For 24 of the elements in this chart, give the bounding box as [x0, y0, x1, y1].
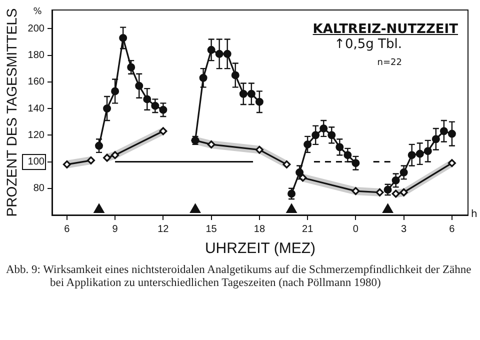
text: h [471, 209, 478, 220]
y-tick-label: 80 [33, 183, 45, 194]
y-axis-title: PROZENT DES TAGESMITTELS [3, 8, 20, 217]
annotation: ↑0,5g Tbl. [333, 37, 402, 52]
annotation: n=22 [376, 58, 402, 68]
x-tick-label: 9 [112, 224, 118, 235]
y-tick-label: 160 [28, 76, 45, 88]
x-tick-label: 6 [64, 224, 70, 235]
x-tick-label: 6 [449, 224, 456, 235]
x-tick-label: 21 [302, 224, 314, 235]
y-tick-label: 140 [28, 103, 45, 114]
y-tick-label: 100 [28, 156, 45, 168]
y-tick-label: 120 [28, 130, 45, 141]
y-tick-label: 180 [28, 50, 45, 62]
x-tick-label: 18 [254, 224, 266, 235]
caption: Abb. 9: Wirksamkeit eines nichtsteroidalen Analgetikums auf die Schmerzempfindlichkeit der Zähne bei Applikation zu unterschiedlichen Tageszeiten (nach Pöllmann 1980) [5, 263, 472, 290]
x-tick-label: 15 [206, 224, 218, 235]
y-tick-label: 200 [28, 23, 45, 34]
x-tick-label: 12 [158, 224, 170, 235]
x-tick-label: 0 [352, 224, 359, 235]
annotation: KALTREIZ-NUTZZEIT [312, 22, 458, 37]
text: % [33, 7, 42, 17]
x-axis-title: UHRZEIT (MEZ) [204, 240, 316, 258]
x-tick-label: 3 [401, 224, 408, 235]
